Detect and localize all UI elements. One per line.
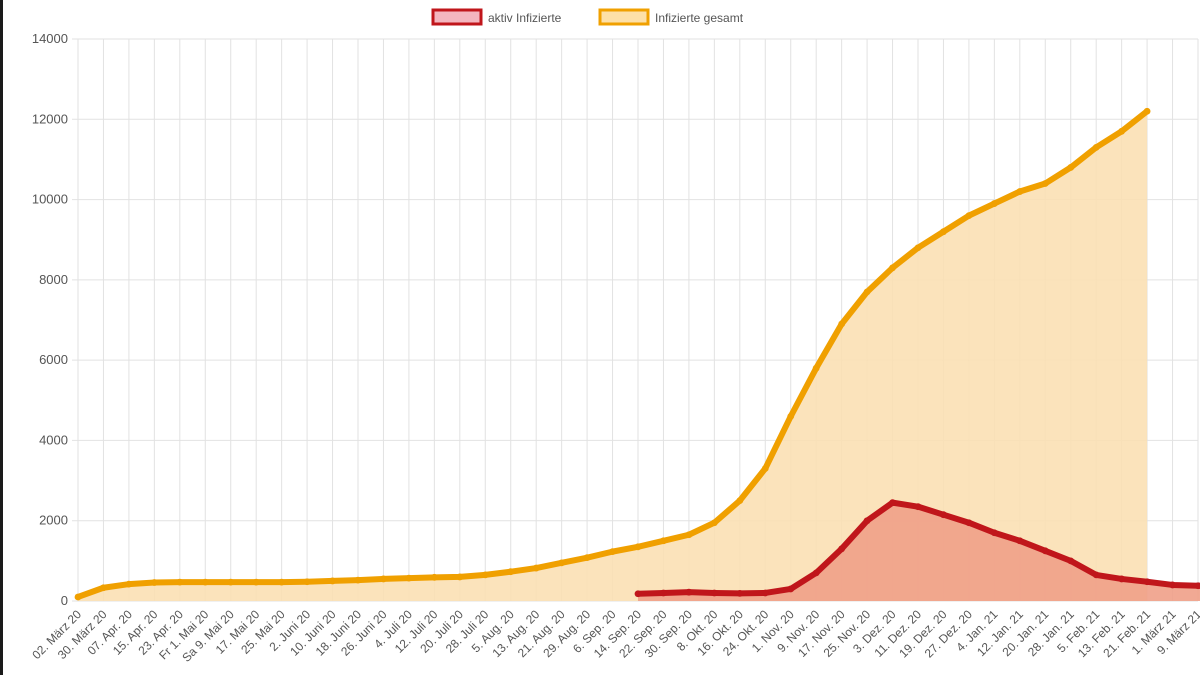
data-point [1016, 537, 1024, 545]
data-point [634, 590, 642, 598]
data-point [100, 584, 107, 592]
data-point [150, 579, 158, 586]
legend-item[interactable]: aktiv Infizierte [431, 8, 562, 26]
data-point [863, 517, 871, 525]
series-area [638, 502, 1200, 601]
series-line [635, 499, 1200, 597]
y-tick-label: 10000 [32, 192, 68, 207]
data-point [965, 212, 973, 220]
data-point [710, 589, 718, 597]
data-point [660, 537, 667, 545]
data-point [1092, 571, 1100, 579]
data-point [634, 543, 642, 551]
data-point [74, 593, 82, 601]
data-point [430, 573, 438, 581]
data-point [940, 511, 947, 519]
y-tick-label: 8000 [39, 272, 68, 287]
data-point [1092, 143, 1100, 151]
legend-label: Infizierte gesamt [655, 11, 744, 25]
data-point [1067, 557, 1075, 565]
data-point [1143, 578, 1151, 586]
data-point [1041, 180, 1049, 187]
data-point [125, 580, 133, 588]
series-areas [78, 111, 1200, 601]
y-tick-label: 2000 [39, 513, 68, 528]
series-area [78, 111, 1148, 601]
data-point [660, 589, 667, 597]
data-point [812, 569, 820, 577]
data-point [303, 578, 311, 586]
series-points [74, 107, 1200, 601]
y-tick-label: 12000 [32, 111, 68, 126]
data-point [940, 228, 947, 236]
data-point [889, 499, 896, 507]
data-point [685, 531, 693, 539]
data-point [1016, 188, 1024, 195]
data-point [609, 548, 616, 556]
data-point [990, 529, 998, 537]
data-point [532, 564, 540, 572]
data-point [710, 519, 718, 527]
data-point [914, 244, 922, 252]
y-tick-label: 4000 [39, 432, 68, 447]
data-point [558, 559, 566, 567]
data-point [507, 568, 515, 576]
data-point [838, 545, 846, 553]
data-point [278, 578, 286, 586]
data-point [1118, 575, 1126, 583]
y-tick-label: 14000 [32, 31, 68, 46]
data-point [787, 412, 795, 420]
data-point [481, 571, 489, 579]
y-tick-label: 6000 [39, 352, 68, 367]
y-axis: 0 2000 4000 6000 8000 10000 12000 14000 [32, 31, 68, 608]
data-point [685, 588, 693, 596]
data-point [354, 576, 362, 584]
data-point [1143, 107, 1151, 115]
data-point [1194, 582, 1200, 590]
data-point [329, 577, 336, 585]
data-point [812, 364, 820, 372]
data-point [227, 578, 235, 586]
legend[interactable]: aktiv Infizierte Infizierte gesamt [431, 8, 744, 26]
data-point [583, 554, 591, 562]
data-point [914, 503, 922, 511]
legend-swatch [598, 8, 650, 26]
data-point [838, 320, 846, 328]
data-point [1169, 581, 1176, 589]
data-point [889, 264, 896, 272]
data-point [176, 578, 184, 586]
data-point [1118, 127, 1126, 135]
data-point [380, 575, 387, 583]
legend-label: aktiv Infizierte [488, 11, 562, 25]
data-point [787, 585, 795, 593]
data-point [1067, 164, 1075, 171]
window-edge [0, 0, 3, 675]
data-point [1041, 547, 1049, 555]
data-point [990, 200, 998, 207]
y-tick-label: 0 [61, 593, 68, 608]
data-point [736, 497, 744, 505]
data-point [863, 288, 871, 296]
data-point [965, 519, 973, 527]
legend-swatch [431, 8, 483, 26]
data-point [761, 589, 769, 597]
data-point [736, 589, 744, 597]
data-point [761, 465, 769, 472]
data-point [405, 574, 413, 582]
data-point [201, 578, 209, 586]
legend-item[interactable]: Infizierte gesamt [598, 8, 744, 26]
data-point [456, 573, 464, 581]
data-point [252, 578, 260, 586]
